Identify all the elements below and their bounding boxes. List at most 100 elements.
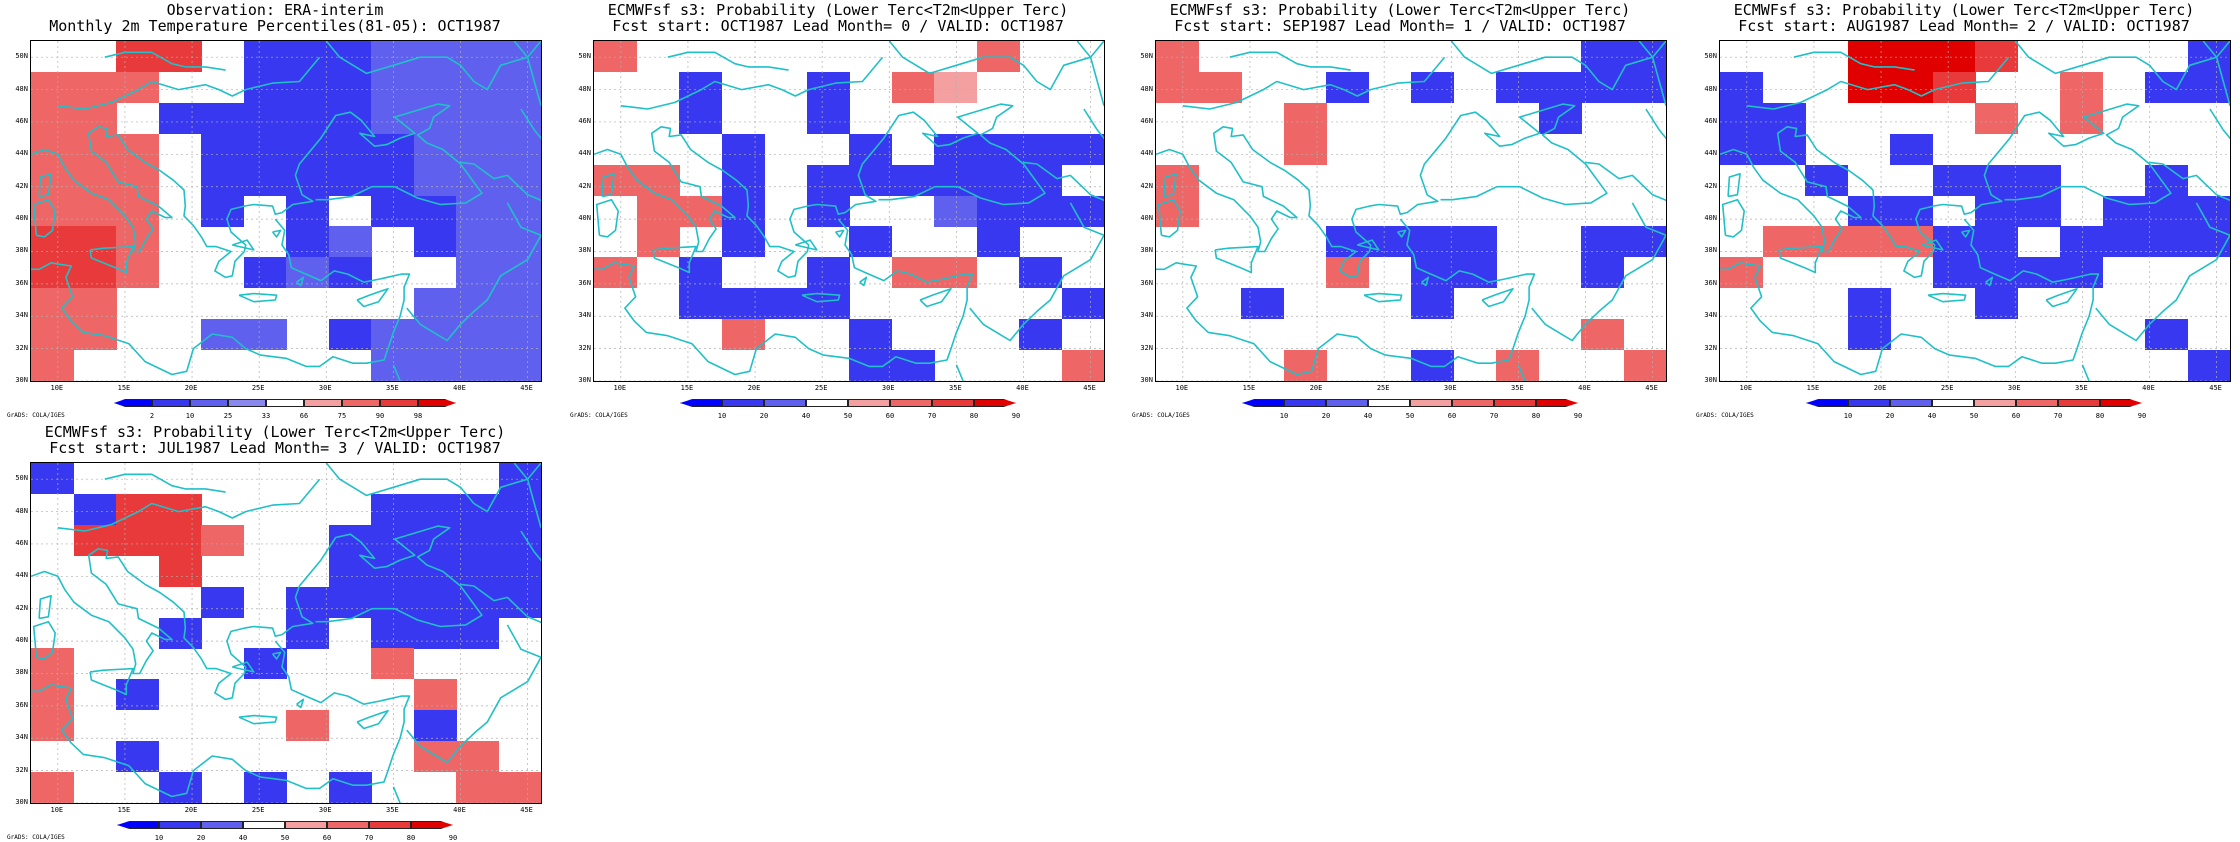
shaded-cell [413, 679, 457, 711]
coastline [520, 108, 541, 140]
shaded-cell [328, 71, 372, 103]
coastline [32, 198, 57, 238]
shaded-cell [721, 288, 765, 320]
shaded-cell [1623, 41, 1666, 72]
longitude-label: 45E [1645, 384, 1658, 392]
colorbar-swatch [848, 399, 890, 407]
shaded-cell [1847, 226, 1891, 258]
coastline [356, 709, 389, 730]
longitude-label: 40E [453, 384, 466, 392]
shaded-cell [286, 617, 329, 649]
shaded-cell [1932, 71, 1976, 103]
shaded-cell [73, 226, 117, 258]
latitude-label: 34N [15, 311, 28, 320]
longitude-label: 20E [1873, 384, 1887, 392]
latitude-label: 50N [15, 474, 28, 483]
shaded-cell [371, 41, 414, 72]
shaded-cell [498, 772, 541, 803]
colorbar-label: 75 [337, 412, 347, 420]
latitude-label: 38N [15, 668, 28, 677]
coastline [406, 624, 541, 764]
shaded-cell [413, 586, 457, 618]
shaded-cell [456, 133, 499, 165]
shaded-cell [1720, 102, 1763, 134]
coastline [296, 276, 305, 287]
coastline [1645, 108, 1666, 140]
shaded-cell [1241, 288, 1284, 320]
shaded-cell [158, 617, 202, 649]
panel-subtitle: Fcst start: JUL1987 Lead Month= 3 / VALI… [49, 439, 501, 457]
latitude-label: 50N [1140, 52, 1153, 61]
shaded-cell [31, 226, 74, 258]
coastline [2014, 41, 2230, 91]
coastline [1076, 41, 1104, 107]
map-plot-area [1155, 40, 1667, 382]
shaded-cell [2145, 195, 2188, 227]
shaded-cell [1720, 71, 1763, 103]
map-overlay [1156, 41, 1666, 381]
longitude-label: 25E [251, 806, 265, 814]
colorbar-label: 90 [2137, 412, 2147, 420]
shaded-cell [31, 133, 74, 165]
shaded-cell [1326, 257, 1369, 289]
coastline [2202, 41, 2230, 107]
shaded-cell [371, 555, 414, 587]
shaded-cell [891, 350, 935, 381]
colorbar-swatch [243, 821, 285, 829]
colorbar-label: 90 [1011, 412, 1021, 420]
latitude-label: 30N [578, 376, 591, 384]
coastline [1531, 202, 1666, 342]
shaded-cell [1623, 71, 1666, 103]
coastline [513, 463, 541, 529]
shaded-cell [243, 133, 287, 165]
shaded-cell [371, 493, 414, 525]
coastline [31, 525, 483, 701]
longitude-label: 25E [814, 384, 828, 392]
colorbar-swatch [1890, 399, 1932, 407]
shaded-cell [413, 288, 457, 320]
shaded-cell [2187, 41, 2230, 72]
colorbar-label: 10 [185, 412, 195, 420]
shaded-cell [1453, 257, 1497, 289]
shaded-cell [286, 257, 329, 289]
coastline [1746, 56, 2010, 110]
coastline [595, 198, 620, 238]
shaded-cell [1975, 102, 2018, 134]
shaded-cell [2017, 195, 2061, 227]
coastline [1720, 218, 2100, 376]
coastline [89, 667, 134, 696]
longitude-label: 35E [2075, 384, 2088, 392]
shaded-cell [371, 164, 414, 196]
shaded-cell [1496, 71, 1539, 103]
shaded-cell [456, 617, 499, 649]
shaded-cell [286, 195, 329, 227]
colorbar-label: 80 [969, 412, 979, 420]
shaded-cell [328, 772, 372, 803]
colorbar-label: 20 [759, 412, 769, 420]
latitude-label: 46N [578, 116, 591, 125]
longitude-label: 25E [1376, 384, 1390, 392]
shaded-cell [1581, 257, 1624, 289]
latitude-label: 44N [1704, 149, 1717, 158]
latitude-label: 44N [578, 149, 591, 158]
shaded-cell [1283, 133, 1327, 165]
coastline [1927, 292, 1967, 303]
map-overlay [594, 41, 1104, 381]
coastline [1157, 198, 1182, 238]
shaded-cell [1975, 164, 2018, 196]
shaded-cell [371, 102, 414, 134]
colorbar-swatch [190, 399, 228, 407]
colorbar-swatch [201, 821, 243, 829]
shaded-cell [679, 257, 722, 289]
shaded-cell [456, 555, 499, 587]
colorbar-label: 10 [717, 412, 727, 420]
colorbar-swatch [1368, 399, 1410, 407]
shaded-cell [371, 71, 414, 103]
shaded-cell [371, 524, 414, 556]
shaded-cell [201, 164, 244, 196]
latitude-label: 30N [15, 798, 28, 806]
colorbar-label: 50 [843, 412, 853, 420]
shaded-cell [1762, 133, 1806, 165]
coastline [888, 41, 1104, 91]
latitude-label: 32N [578, 343, 591, 352]
